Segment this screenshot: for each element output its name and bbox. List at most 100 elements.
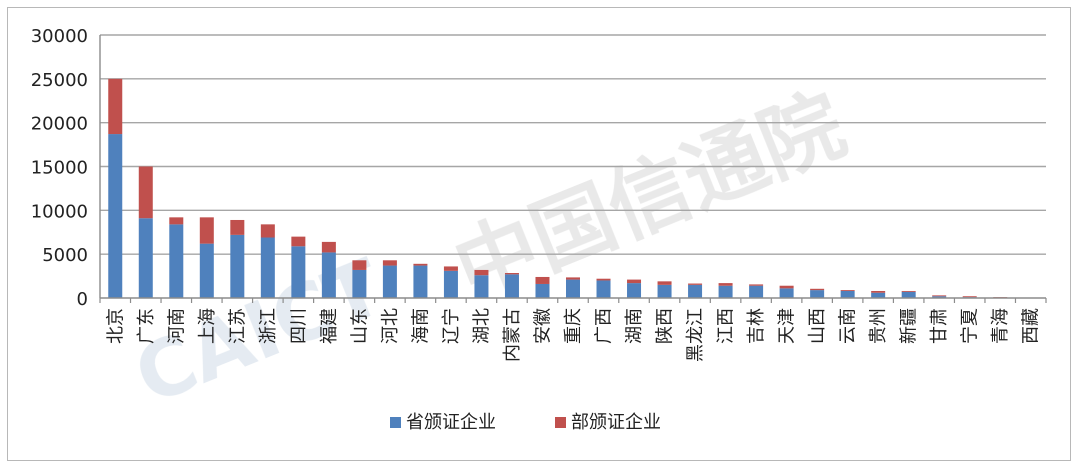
axes (99, 35, 1047, 303)
bar-ministerial (566, 277, 580, 280)
x-tick-label: 山西 (807, 308, 828, 344)
x-tick-label: 新疆 (899, 308, 920, 344)
x-tick-label: 福建 (319, 308, 340, 344)
x-tick-label: 浙江 (258, 308, 279, 344)
x-tick-label: 江苏 (227, 308, 248, 344)
y-axis-ticks: 0 5000 10000 15000 20000 25000 30000 (31, 26, 88, 310)
y-tick-label: 0 (77, 289, 88, 310)
legend: 省颁证企业 部颁证企业 (390, 412, 661, 433)
legend-swatch (390, 417, 401, 428)
bar-ministerial (840, 290, 855, 291)
x-tick-label: 西藏 (1021, 308, 1042, 344)
bar-ministerial (779, 285, 794, 289)
bar-ministerial (443, 266, 458, 271)
bar-ministerial (291, 236, 306, 247)
x-tick-label: 吉林 (746, 308, 767, 344)
gridlines (100, 34, 1046, 255)
bar-ministerial (199, 217, 214, 244)
bar-provincial (932, 296, 947, 298)
bar-provincial (504, 274, 519, 298)
bar-provincial (169, 224, 184, 298)
bar-ministerial (749, 284, 764, 286)
bar-ministerial (321, 241, 336, 253)
y-tick-label: 30000 (31, 26, 88, 47)
bar-provincial (413, 265, 428, 298)
bar-ministerial (413, 263, 428, 266)
chart-frame (7, 7, 1071, 461)
bar-ministerial (596, 278, 611, 281)
x-tick-label: 北京 (105, 308, 126, 344)
x-tick-label: 天津 (777, 308, 798, 344)
x-tick-label: 湖北 (471, 308, 492, 344)
x-tick-label: 宁夏 (960, 308, 981, 344)
bar-provincial (688, 284, 703, 298)
bar-provincial (443, 270, 458, 298)
bar-provincial (199, 243, 214, 298)
bar-provincial (260, 237, 275, 298)
bar-provincial (749, 285, 764, 298)
bar-provincial (596, 280, 611, 298)
bar-ministerial (382, 260, 397, 266)
bar-ministerial (504, 273, 519, 275)
legend-label: 部颁证企业 (571, 412, 661, 433)
x-tick-label: 海南 (410, 308, 431, 344)
bar-provincial (291, 246, 306, 298)
x-tick-label: 贵州 (868, 308, 889, 344)
bar-provincial (352, 269, 367, 298)
bar-ministerial (901, 290, 916, 292)
x-tick-label: 河南 (166, 308, 187, 344)
bar-ministerial (718, 283, 733, 286)
bar-provincial (321, 252, 336, 298)
bar-provincial (566, 279, 580, 298)
bar-ministerial (535, 276, 550, 284)
bar-provincial (474, 275, 489, 298)
bar-provincial (901, 291, 916, 298)
x-tick-label: 河北 (380, 308, 401, 344)
bar-ministerial (810, 288, 825, 291)
bar-provincial (810, 290, 825, 298)
x-tick-label: 陕西 (655, 308, 676, 344)
x-tick-label: 上海 (197, 308, 218, 344)
y-tick-label: 5000 (42, 245, 88, 266)
y-tick-label: 20000 (31, 114, 88, 135)
x-axis-ticks: 北京 广东 河南 上海 江苏 浙江 四川 福建 山东 河北 海南 辽宁 湖北 内蒙古 安徽 重庆 广西 湖南 陕西黑… (105, 308, 1041, 362)
bar-provincial (138, 218, 153, 298)
x-tick-label: 广西 (594, 308, 615, 344)
x-tick-label: 山东 (349, 308, 370, 344)
x-tick-label: 黑龙江 (685, 308, 706, 362)
x-tick-label: 安徽 (532, 308, 553, 344)
bar-provincial (535, 283, 550, 298)
bar-ministerial (627, 279, 642, 284)
bar-ministerial (138, 166, 153, 219)
x-tick-label: 广东 (136, 308, 157, 344)
bar-provincial (627, 283, 642, 298)
x-tick-label: 青海 (990, 308, 1011, 344)
x-tick-label: 内蒙古 (502, 308, 523, 362)
bar-ministerial (169, 217, 184, 225)
bar-provincial (871, 292, 886, 298)
x-tick-label: 江西 (716, 308, 737, 344)
bar-provincial (657, 284, 672, 298)
x-tick-label: 重庆 (563, 308, 584, 344)
x-tick-label: 云南 (838, 308, 859, 344)
bar-ministerial (871, 290, 886, 293)
bar-provincial (718, 285, 733, 298)
watermark-cn-text: 中国信通院 (442, 77, 858, 319)
bar-ministerial (932, 295, 947, 297)
bars (108, 78, 1038, 298)
bar-provincial (840, 290, 855, 298)
bar-provincial (779, 288, 794, 298)
x-tick-label: 湖南 (624, 308, 645, 344)
legend-swatch (555, 417, 566, 428)
bar-ministerial (230, 219, 245, 235)
bar-provincial (108, 134, 123, 298)
bar-ministerial (688, 283, 703, 285)
bar-ministerial (352, 260, 367, 270)
legend-label: 省颁证企业 (406, 412, 496, 433)
y-tick-label: 10000 (31, 201, 88, 222)
bar-ministerial (474, 269, 489, 276)
bar-ministerial (260, 224, 275, 238)
y-tick-label: 15000 (31, 158, 88, 179)
bar-ministerial (962, 296, 977, 298)
